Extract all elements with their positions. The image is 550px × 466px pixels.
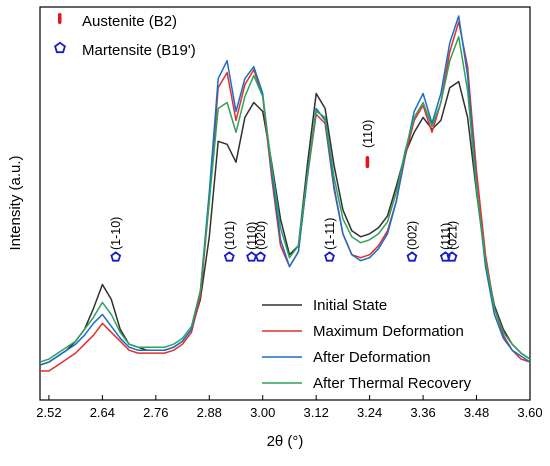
marker-layer: (1-10) (101) (110)(020) (1-11)(110)(002) (11… [109,120,460,262]
martensite-legend-label: Martensite (B19') [82,42,196,59]
x-tick-label: 3.48 [464,405,489,420]
series-line-maximum-deformation [40,21,531,372]
martensite-peak-marker [110,251,122,262]
x-tick-label: 3.24 [357,405,382,420]
x-tick-label: 3.00 [250,405,275,420]
x-tick-label: 2.52 [36,405,61,420]
plot-frame [39,6,531,401]
y-axis-title: Intensity (a.u.) [7,155,24,250]
peak-label: (110) [361,120,375,148]
x-tick-label: 2.88 [197,405,222,420]
series-legend: Initial State Maximum Deformation After … [262,297,472,392]
peak-label: (002) [406,221,420,250]
legend-label-after-thermal-recovery: After Thermal Recovery [313,375,472,392]
marker-legend: Austenite (B2) Martensite (B19') [54,13,196,59]
martensite-peak-marker [324,251,335,262]
x-tick-label: 2.76 [143,405,168,420]
series-line-after-thermal-recovery [39,36,531,363]
peak-label: (111) [439,223,453,250]
martensite-peak-marker [246,251,258,262]
legend-label-after-deformation: After Deformation [313,349,431,366]
austenite-legend-label: Austenite (B2) [82,13,177,30]
x-tick-label: 3.60 [517,405,542,420]
legend-label-initial-state: Initial State [313,297,387,314]
series-layer [39,15,531,372]
x-tick-label: 3.12 [304,405,329,420]
peak-label: (101) [223,221,237,250]
martensite-peak-marker [255,251,266,262]
martensite-peak-marker [223,251,235,262]
peak-label: (110) [245,222,259,250]
series-line-initial-state [39,80,531,366]
martensite-legend-marker [54,41,66,54]
legend-label-maximum-deformation: Maximum Deformation [313,323,464,340]
peak-label: (021) [446,221,460,250]
x-tick-label: 2.64 [90,405,115,420]
peak-label: (1-11) [323,218,337,250]
austenite-legend-marker [58,13,62,24]
peak-label: (020) [254,221,268,250]
tick-layer: 2.52 2.64 2.76 2.88 3.00 3.12 3.24 3.36 3.48 3.60 [36,395,543,420]
x-axis-title: 2θ (°) [267,433,304,450]
peak-label: (1-10) [109,217,123,250]
martensite-peak-marker [446,251,458,262]
martensite-peak-marker [406,251,418,262]
series-line-after-deformation [39,15,531,366]
austenite-peak-marker [365,156,370,168]
x-tick-label: 3.36 [410,405,435,420]
